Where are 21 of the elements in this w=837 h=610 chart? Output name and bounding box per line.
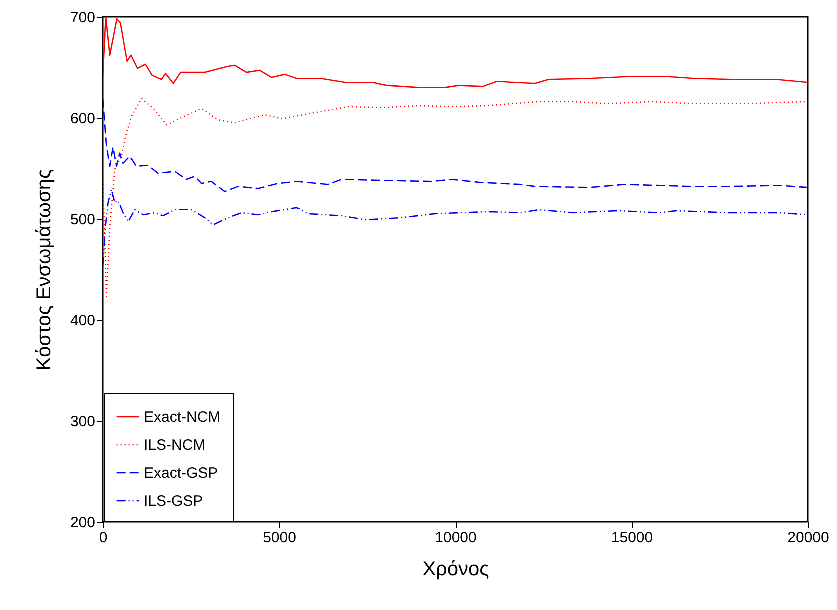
legend-label: Exact-GSP: [144, 465, 218, 482]
legend-label: ILS-NCM: [144, 437, 206, 454]
x-tick-label: 10000: [435, 530, 477, 546]
legend-label: ILS-GSP: [144, 493, 204, 510]
y-tick-label: 200: [70, 514, 96, 532]
line-series: [103, 98, 808, 298]
line-series: [103, 189, 808, 268]
y-axis-title: Κόστος Ενσωμάτωσης: [33, 169, 56, 371]
y-tick-label: 700: [70, 10, 96, 26]
legend-label: Exact-NCM: [144, 409, 221, 426]
x-tick-label: 15000: [611, 530, 654, 546]
line-series: [103, 98, 808, 192]
x-axis-title: Χρόνος: [422, 558, 490, 580]
x-tick-label: 5000: [263, 530, 296, 546]
x-tick-label: 20000: [788, 530, 830, 546]
y-tick-label: 300: [70, 414, 96, 430]
y-tick-label: 500: [70, 212, 96, 228]
x-tick-label: 0: [99, 530, 108, 546]
line-series: [103, 17, 808, 88]
y-tick-label: 600: [70, 110, 96, 128]
y-tick-label: 400: [70, 312, 96, 330]
